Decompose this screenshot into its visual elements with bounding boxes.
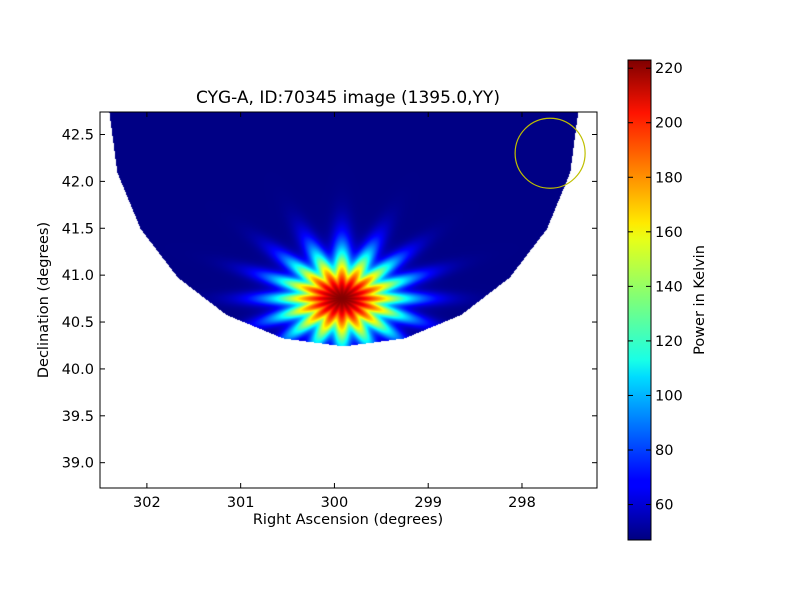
y-tick-label: 41.0 [62,268,94,284]
chart-title: CYG-A, ID:70345 image (1395.0,YY) [196,88,500,108]
colorbar-tick-label: 180 [655,170,683,186]
y-axis-label: Declination (degrees) [36,222,52,378]
x-axis: 302 301 300 299 298 [133,112,536,511]
plot-frame [99,111,598,489]
colorbar [628,60,651,540]
colorbar-axis: 60 80 100 120 140 160 180 200 220 [628,61,683,514]
y-tick-label: 40.5 [62,315,94,331]
colorbar-label: Power in Kelvin [692,245,708,355]
beam-marker-circle [514,117,586,189]
y-tick-label: 42.0 [62,174,94,190]
x-tick-label: 298 [508,495,536,511]
colorbar-tick-label: 200 [655,116,683,132]
colorbar-tick-label: 100 [655,388,683,404]
colorbar-tick-label: 220 [655,61,683,77]
x-tick-label: 299 [414,495,442,511]
colorbar-tick-label: 140 [655,279,683,295]
colorbar-tick-label: 120 [655,334,683,350]
colorbar-tick-label: 60 [655,498,673,514]
x-tick-label: 302 [133,495,161,511]
x-tick-label: 301 [227,495,255,511]
y-tick-label: 40.0 [62,362,94,378]
colorbar-tick-label: 160 [655,225,683,241]
heatmap-image [100,112,597,488]
x-axis-label: Right Ascension (degrees) [253,512,443,528]
colorbar-tick-label: 80 [655,443,673,459]
colorbar-frame [627,59,652,541]
y-tick-label: 39.0 [62,456,94,472]
y-axis: 39.0 39.5 40.0 40.5 41.0 41.5 42.0 42.5 [62,128,597,472]
y-tick-label: 41.5 [62,221,94,237]
y-tick-label: 39.5 [62,409,94,425]
x-tick-label: 300 [321,495,349,511]
y-tick-label: 42.5 [62,128,94,144]
